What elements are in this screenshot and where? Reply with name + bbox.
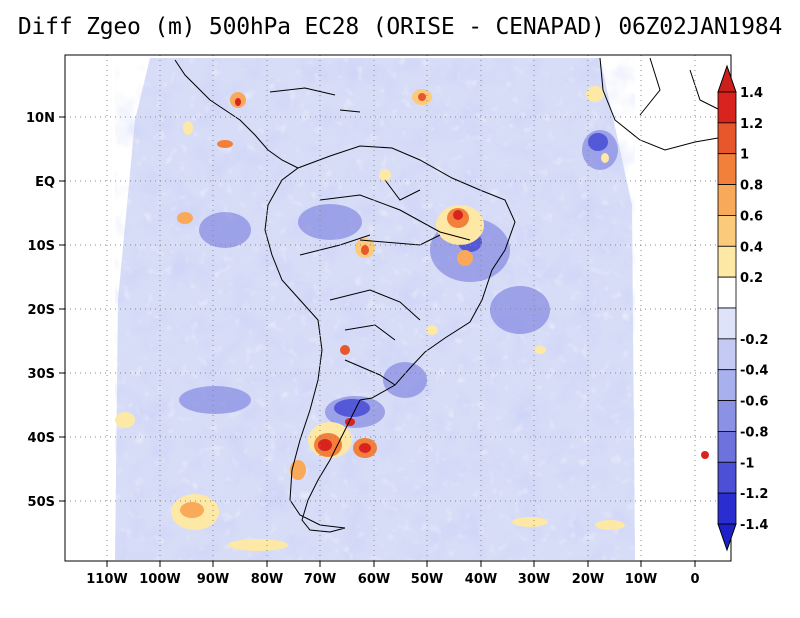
colorbar-label: -0.4	[740, 364, 768, 379]
lon-label: 80W	[251, 572, 283, 587]
lat-axis: 10N EQ 10S 20S 30S 40S 50S	[26, 111, 65, 510]
colorbar-label: -0.6	[740, 395, 768, 410]
lon-label: 100W	[139, 572, 180, 587]
colorbar-swatch	[717, 461, 737, 494]
colorbar-label: 0.4	[740, 240, 763, 255]
lat-label: EQ	[35, 175, 55, 190]
colorbar-swatch	[717, 122, 737, 155]
lon-label: 50W	[411, 572, 443, 587]
lon-label: 10W	[625, 572, 657, 587]
lon-axis: 110W 100W 90W 80W 70W 60W 50W 40W 30W 20…	[86, 561, 700, 587]
lon-label: 90W	[197, 572, 229, 587]
colorbar-swatch	[717, 338, 737, 371]
lon-label: 60W	[358, 572, 390, 587]
colorbar-label: 0.6	[740, 209, 763, 224]
lon-label: 110W	[86, 572, 127, 587]
caribbean-outline	[269, 87, 361, 113]
colorbar-label: 1.2	[740, 117, 763, 132]
colorbar-label: -0.8	[740, 425, 768, 440]
colorbar-label: -1.2	[740, 487, 768, 502]
colorbar-swatch	[717, 307, 737, 340]
gridlines	[65, 55, 731, 561]
lon-label: 70W	[304, 572, 336, 587]
colorbar-bottom-arrow	[717, 523, 737, 552]
positive-anomalies	[115, 86, 709, 551]
lat-label: 10S	[28, 239, 55, 254]
lon-label: 0	[690, 572, 699, 587]
colorbar-swatch	[717, 431, 737, 463]
colorbar-label: -1.4	[740, 518, 768, 533]
colorbar-swatch	[717, 276, 737, 309]
colorbar-label: -0.2	[740, 333, 768, 348]
colorbar-swatch	[717, 400, 737, 432]
colorbar: 1.4 1.2 1 0.8 0.6 0.4 0.2 -0.2 -0.4 -0.6 -0.8 -1 -1.…	[717, 64, 768, 552]
colorbar-swatch	[717, 245, 737, 278]
central-america-outline	[174, 59, 299, 169]
colorbar-swatch	[717, 492, 737, 525]
lat-label: 50S	[28, 495, 55, 510]
map-title: Diff Zgeo (m) 500hPa EC28 (ORISE - CENAP…	[17, 14, 783, 40]
colorbar-swatch	[717, 369, 737, 401]
lat-label: 10N	[26, 111, 55, 126]
colorbar-swatch	[717, 153, 737, 185]
lon-label: 30W	[518, 572, 550, 587]
colorbar-label: -1	[740, 456, 754, 471]
colorbar-swatch	[717, 215, 737, 247]
colorbar-swatch	[717, 184, 737, 216]
lat-label: 40S	[28, 431, 55, 446]
africa-outline	[599, 57, 731, 151]
south-america-outline	[264, 145, 516, 533]
data-field	[65, 55, 731, 561]
colorbar-label: 1	[740, 148, 749, 163]
colorbar-label: 0.2	[740, 271, 763, 286]
lon-label: 40W	[465, 572, 497, 587]
lat-label: 20S	[28, 303, 55, 318]
lon-label: 20W	[572, 572, 604, 587]
colorbar-swatch	[717, 91, 737, 124]
colorbar-label: 1.4	[740, 86, 763, 101]
lat-label: 30S	[28, 367, 55, 382]
colorbar-label: 0.8	[740, 179, 763, 194]
